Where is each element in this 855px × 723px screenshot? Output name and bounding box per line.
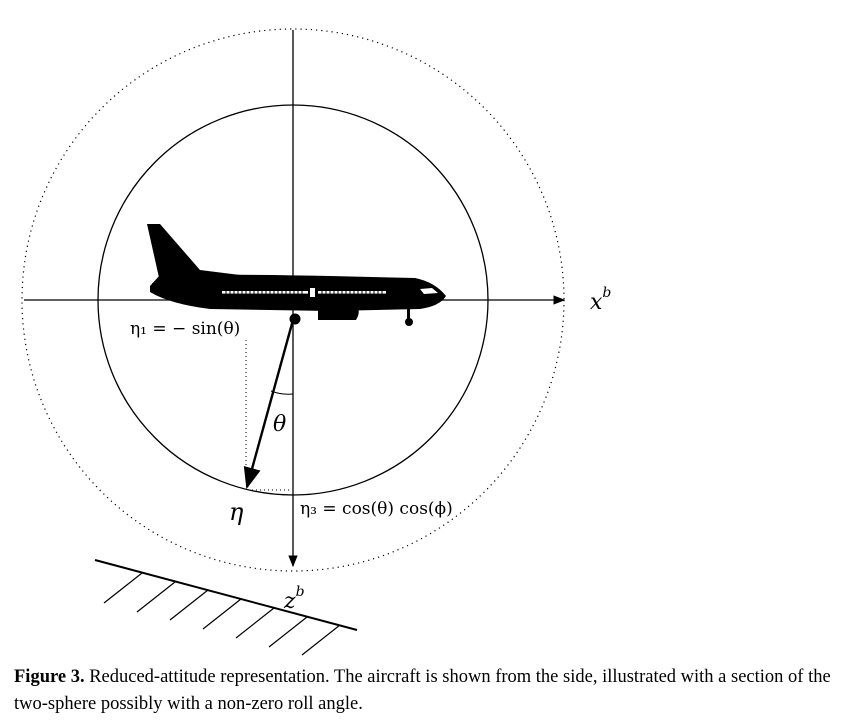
figure-caption: Figure 3. Reduced-attitude representatio…	[14, 664, 849, 718]
ground-hatching	[103, 572, 341, 656]
attitude-diagram: xb zb η θ η₁ = − sin(θ) η₃ = cos(θ) cos(…	[21, 28, 611, 656]
xb-label: xb	[590, 285, 611, 315]
eta1-label: η₁ = − sin(θ)	[130, 319, 240, 339]
aircraft-windows	[222, 288, 438, 297]
window-dividers	[225, 290, 383, 294]
figure-label: Figure 3.	[14, 667, 85, 687]
theta-label: θ	[273, 412, 286, 437]
zb-label: zb	[283, 584, 305, 614]
theta-angle-arc	[270, 390, 294, 395]
eta-label: η	[229, 498, 244, 526]
eta3-label: η₃ = cos(θ) cos(ϕ)	[300, 499, 453, 519]
eta-vector-arrow	[243, 319, 295, 490]
caption-text: Reduced-attitude representation. The air…	[14, 667, 831, 714]
ground-plane	[94, 559, 358, 631]
aircraft-icon	[147, 224, 446, 326]
